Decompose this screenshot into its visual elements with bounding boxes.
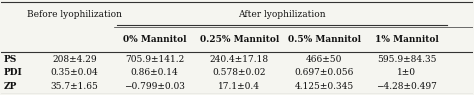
Text: ZP: ZP bbox=[4, 82, 17, 91]
Text: PDI: PDI bbox=[4, 68, 22, 77]
Text: −4.28±0.497: −4.28±0.497 bbox=[376, 82, 437, 91]
Text: 595.9±84.35: 595.9±84.35 bbox=[377, 55, 437, 64]
Text: 0% Mannitol: 0% Mannitol bbox=[123, 35, 186, 44]
Text: Before lyophilization: Before lyophilization bbox=[27, 10, 122, 19]
Text: 208±4.29: 208±4.29 bbox=[52, 55, 97, 64]
Text: 0.86±0.14: 0.86±0.14 bbox=[131, 68, 178, 77]
Text: 0.578±0.02: 0.578±0.02 bbox=[213, 68, 266, 77]
Text: PS: PS bbox=[4, 55, 17, 64]
Text: 1% Mannitol: 1% Mannitol bbox=[375, 35, 438, 44]
Text: 0.35±0.04: 0.35±0.04 bbox=[51, 68, 98, 77]
Text: 0.5% Mannitol: 0.5% Mannitol bbox=[288, 35, 361, 44]
Text: 0.697±0.056: 0.697±0.056 bbox=[294, 68, 354, 77]
Text: 0.25% Mannitol: 0.25% Mannitol bbox=[200, 35, 279, 44]
Text: 705.9±141.2: 705.9±141.2 bbox=[125, 55, 184, 64]
Text: −0.799±0.03: −0.799±0.03 bbox=[124, 82, 185, 91]
Text: 1±0: 1±0 bbox=[397, 68, 416, 77]
Text: 35.7±1.65: 35.7±1.65 bbox=[51, 82, 99, 91]
Text: 4.125±0.345: 4.125±0.345 bbox=[294, 82, 354, 91]
Text: After lyophilization: After lyophilization bbox=[238, 10, 326, 19]
Text: 240.4±17.18: 240.4±17.18 bbox=[210, 55, 269, 64]
Text: 466±50: 466±50 bbox=[306, 55, 342, 64]
Text: 17.1±0.4: 17.1±0.4 bbox=[219, 82, 260, 91]
